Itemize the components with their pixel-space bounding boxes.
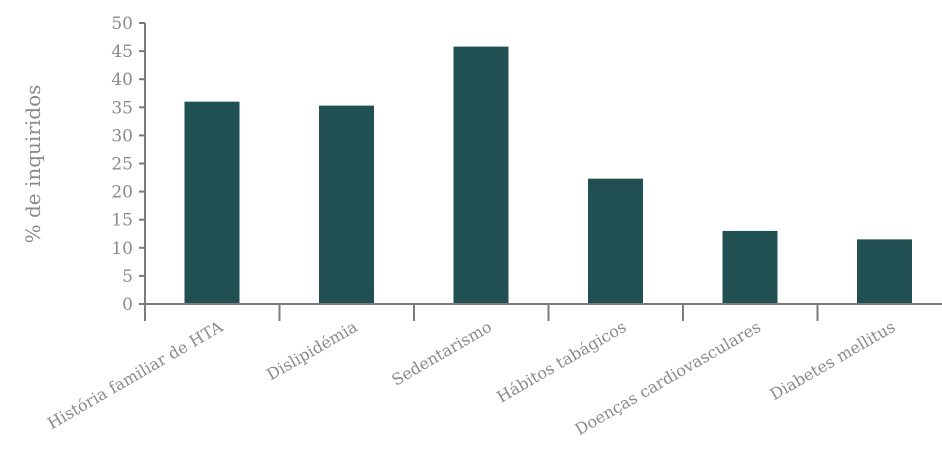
bar-5 [857, 239, 912, 304]
y-tick-label-0: 0 [122, 295, 133, 315]
bars-layer [184, 46, 912, 305]
x-tick-label-5: Diabetes mellitus [767, 317, 899, 404]
y-tick-label-7: 35 [111, 98, 133, 118]
x-tick-label-0: História familiar de HTA [44, 317, 226, 433]
y-tick-label-3: 15 [111, 211, 133, 231]
y-tick-label-5: 25 [111, 155, 133, 175]
y-tick-label-1: 5 [122, 267, 133, 287]
bar-4 [722, 230, 778, 304]
y-tick-label-8: 40 [111, 70, 133, 90]
y-tick-label-10: 50 [111, 14, 133, 34]
y-tick-label-4: 20 [111, 183, 133, 203]
x-tick-label-2: Sedentarismo [388, 317, 495, 390]
y-tick-label-6: 30 [111, 126, 133, 146]
bar-1 [319, 105, 374, 304]
bar-2 [453, 46, 509, 304]
y-axis-title: % de inquiridos [21, 85, 45, 244]
y-tick-label-2: 10 [111, 239, 133, 259]
y-tick-label-9: 45 [111, 42, 133, 62]
x-tick-label-1: Dislipidémia [263, 317, 361, 384]
bar-0 [184, 101, 240, 305]
axes-layer [139, 22, 942, 321]
x-tick-label-3: Hábitos tabágicos [493, 317, 629, 407]
bar-3 [588, 178, 643, 304]
